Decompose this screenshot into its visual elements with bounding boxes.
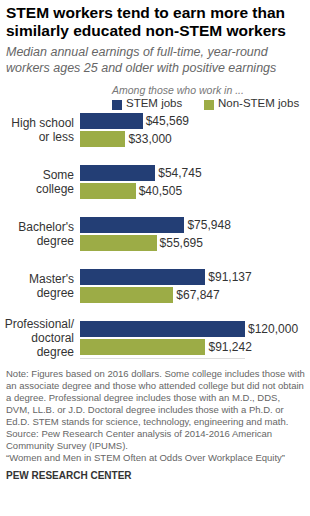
bar <box>80 269 205 285</box>
legend-title: Among those who work in ... <box>112 84 244 96</box>
legend-swatch <box>112 100 122 110</box>
data-label: $67,847 <box>176 287 219 303</box>
data-label: $91,242 <box>208 339 251 355</box>
plot-area <box>80 113 245 355</box>
data-label: $40,505 <box>139 183 182 199</box>
category-label: Master's degree <box>2 269 74 303</box>
legend-swatch <box>204 100 214 110</box>
bar <box>80 217 184 233</box>
data-label: $120,000 <box>248 321 298 337</box>
data-label: $91,137 <box>208 269 251 285</box>
category-label: Some college <box>2 165 74 199</box>
bar <box>80 321 245 337</box>
title: STEM workers tend to earn more than simi… <box>6 4 306 40</box>
category-label: Professional/ doctoral degree <box>2 321 74 355</box>
bar <box>80 183 136 199</box>
data-label: $55,695 <box>160 235 203 251</box>
category-label: Bachelor's degree <box>2 217 74 251</box>
data-label: $54,745 <box>158 165 201 181</box>
bar <box>80 287 173 303</box>
note: Source: Pew Research Center analysis of … <box>6 428 306 452</box>
bar <box>80 235 157 251</box>
axis-line <box>80 358 245 359</box>
bar <box>80 131 125 147</box>
bar <box>80 113 143 129</box>
credit: PEW RESEARCH CENTER <box>6 470 306 482</box>
note: “Women and Men in STEM Often at Odds Ove… <box>6 452 306 464</box>
legend-label: Non-STEM jobs <box>218 97 299 109</box>
bar <box>80 165 155 181</box>
notes: Note: Figures based on 2016 dollars. Som… <box>6 368 306 482</box>
data-label: $75,948 <box>187 217 230 233</box>
legend-label: STEM jobs <box>126 97 182 109</box>
data-label: $33,000 <box>128 131 171 147</box>
chart-root: STEM workers tend to earn more than simi… <box>0 0 310 516</box>
category-label: High school or less <box>2 113 74 147</box>
bar <box>80 339 205 355</box>
note: Note: Figures based on 2016 dollars. Som… <box>6 368 306 428</box>
subtitle: Median annual earnings of full-time, yea… <box>6 44 306 76</box>
data-label: $45,569 <box>146 113 189 129</box>
